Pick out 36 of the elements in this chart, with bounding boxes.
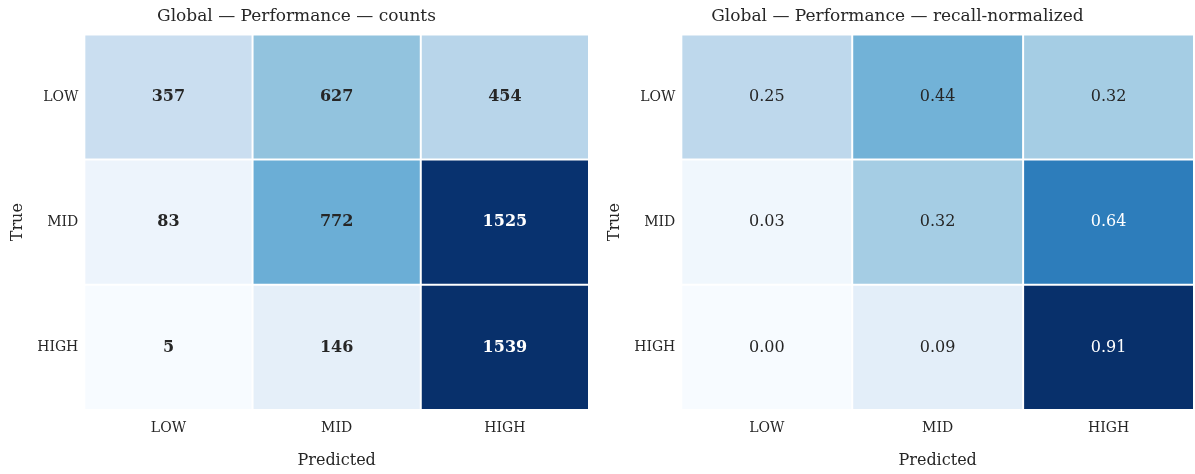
data-label: 772 xyxy=(319,211,354,231)
data-label: 0.44 xyxy=(919,86,956,106)
chart-title: Global — Performance — counts xyxy=(157,4,436,25)
data-label: 0.03 xyxy=(748,211,785,231)
y-axis-title: True xyxy=(6,203,26,242)
data-label: 627 xyxy=(319,86,354,106)
y-tick-label: LOW xyxy=(640,87,676,104)
data-label: 146 xyxy=(319,336,354,356)
x-axis-title: Predicted xyxy=(898,449,977,469)
data-label: 1539 xyxy=(482,336,528,356)
data-label: 454 xyxy=(488,86,522,106)
data-label: 0.32 xyxy=(1090,86,1127,106)
data-label: 0.09 xyxy=(919,336,956,356)
data-label: 1525 xyxy=(482,211,528,231)
x-tick-label: MID xyxy=(321,419,353,436)
y-tick-label: MID xyxy=(47,212,79,229)
y-tick-label: MID xyxy=(644,212,676,229)
x-tick-label: HIGH xyxy=(1087,419,1130,436)
x-tick-label: LOW xyxy=(749,419,785,436)
y-tick-label: LOW xyxy=(43,87,79,104)
data-label: 357 xyxy=(151,86,186,106)
x-tick-label: HIGH xyxy=(484,419,526,436)
y-tick-label: HIGH xyxy=(37,338,79,355)
data-label: 5 xyxy=(162,336,175,356)
x-tick-label: MID xyxy=(922,419,954,436)
x-tick-label: LOW xyxy=(150,419,187,436)
y-tick-label: HIGH xyxy=(634,338,676,355)
y-axis-title: True xyxy=(603,203,623,242)
data-label: 83 xyxy=(157,211,180,231)
data-label: 0.00 xyxy=(748,336,785,356)
chart-title: Global — Performance — recall-normalized xyxy=(711,4,1084,25)
data-label: 0.32 xyxy=(919,211,956,231)
data-label: 0.25 xyxy=(748,86,785,106)
data-label: 0.64 xyxy=(1090,211,1127,231)
x-axis-title: Predicted xyxy=(297,449,376,469)
data-label: 0.91 xyxy=(1090,336,1127,356)
